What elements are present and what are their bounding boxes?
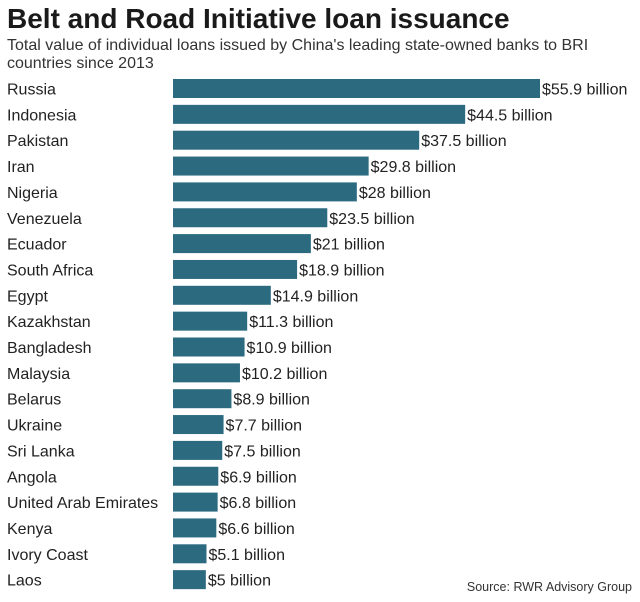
category-label: Angola: [7, 469, 57, 486]
category-label: United Arab Emirates: [7, 495, 158, 512]
bar: [173, 544, 207, 564]
category-label: Bangladesh: [7, 340, 92, 357]
category-label: Belarus: [7, 392, 61, 409]
bar: [173, 156, 369, 176]
value-label: $6.6 billion: [218, 521, 294, 538]
bar: [173, 130, 420, 150]
value-label: $6.8 billion: [220, 495, 297, 512]
value-label: $10.9 billion: [247, 340, 332, 357]
category-label: Ivory Coast: [7, 547, 88, 564]
bar: [173, 311, 248, 331]
value-label: $8.9 billion: [233, 392, 310, 409]
category-label: Russia: [7, 82, 56, 99]
category-label: Indonesia: [7, 107, 76, 124]
chart-title: Belt and Road Initiative loan issuance: [7, 3, 510, 34]
category-label: Pakistan: [7, 133, 68, 150]
chart-subtitle: Total value of individual loans issued b…: [7, 37, 589, 72]
bar: [173, 208, 328, 228]
value-label: $7.5 billion: [224, 443, 301, 460]
value-label: $11.3 billion: [249, 314, 333, 331]
category-label: Kenya: [7, 521, 52, 538]
value-label: $55.9 billion: [542, 82, 627, 99]
category-label: Iran: [7, 159, 35, 176]
category-label: Ecuador: [7, 237, 67, 254]
category-label: Malaysia: [7, 366, 70, 383]
value-label: $5 billion: [208, 573, 271, 590]
value-label: $14.9 billion: [273, 288, 358, 305]
value-label: $21 billion: [313, 237, 385, 254]
category-label: South Africa: [7, 262, 93, 279]
category-label: Egypt: [7, 288, 48, 305]
value-label: $10.2 billion: [242, 366, 327, 383]
bar: [173, 234, 311, 254]
bar: [173, 466, 219, 486]
bar: [173, 363, 240, 383]
bar: [173, 259, 298, 279]
bar: [173, 389, 232, 409]
value-label: $29.8 billion: [371, 159, 456, 176]
bar: [173, 492, 218, 512]
bar: [173, 518, 217, 538]
value-label: $18.9 billion: [299, 262, 384, 279]
category-label: Kazakhstan: [7, 314, 91, 331]
category-label: Ukraine: [7, 418, 62, 435]
bar: [173, 104, 466, 124]
value-label: $44.5 billion: [467, 107, 552, 124]
source-note: Source: RWR Advisory Group: [466, 580, 632, 594]
value-label: $7.7 billion: [226, 418, 303, 435]
bar: [173, 440, 223, 460]
value-label: $28 billion: [359, 185, 431, 202]
value-label: $6.9 billion: [220, 469, 297, 486]
bar: [173, 79, 540, 98]
bar: [173, 337, 245, 357]
category-label: Laos: [7, 573, 42, 590]
category-label: Nigeria: [7, 185, 58, 202]
bar: [173, 415, 224, 435]
value-label: $37.5 billion: [421, 133, 506, 150]
category-label: Venezuela: [7, 211, 82, 228]
bar: [173, 570, 206, 590]
bar: [173, 182, 357, 202]
value-label: $5.1 billion: [208, 547, 285, 564]
value-label: $23.5 billion: [329, 211, 414, 228]
category-label: Sri Lanka: [7, 443, 75, 460]
bar: [173, 285, 271, 305]
